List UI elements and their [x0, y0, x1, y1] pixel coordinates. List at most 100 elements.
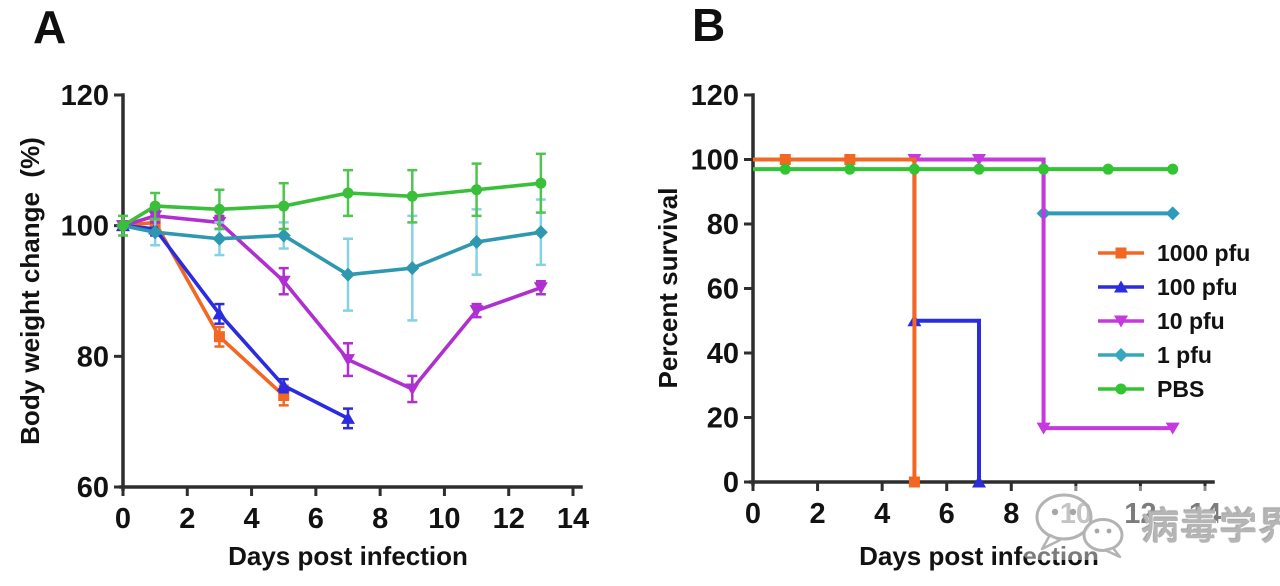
series-marker-10-pfu: [341, 354, 355, 367]
legend-marker: [1114, 348, 1128, 362]
legend-item-100-pfu: 100 pfu: [1096, 270, 1250, 304]
y-tick-label: 100: [691, 145, 739, 177]
x-tick-label: 10: [428, 503, 460, 535]
series-marker-10-pfu: [972, 154, 986, 166]
series-marker-100-pfu: [212, 307, 227, 320]
x-tick-label: 4: [244, 503, 260, 535]
x-tick-label: 2: [810, 498, 826, 530]
series-line-1000-pfu: [122, 220, 285, 397]
series-marker-pbs: [1038, 163, 1050, 175]
series-line-100-pfu: [753, 157, 981, 482]
y-tick-label: 80: [707, 209, 739, 241]
legend-marker-square-icon: [1098, 247, 1144, 259]
x-tick-label: 8: [372, 503, 388, 535]
y-tick-label: 100: [61, 211, 109, 243]
series-marker-1-pfu: [341, 267, 355, 282]
series-marker-pbs: [213, 203, 225, 215]
series-marker-1-pfu: [212, 231, 227, 246]
x-tick-label: 2: [179, 503, 195, 535]
series-marker-pbs: [973, 163, 985, 175]
y-tick-label: 120: [61, 80, 109, 112]
y-tick-label: 20: [707, 403, 739, 435]
series-marker-1000-pfu: [779, 154, 791, 165]
series-line-pbs: [122, 181, 542, 228]
legend-marker: [1115, 383, 1127, 395]
series-marker-1-pfu: [148, 225, 163, 240]
series-marker-pbs: [535, 177, 547, 189]
legend-item-pbs: PBS: [1096, 372, 1250, 406]
legend-marker-circle-icon: [1098, 383, 1144, 395]
y-tick-label: 0: [723, 467, 739, 499]
legend-label: 1000 pfu: [1157, 239, 1251, 266]
series-marker-1000-pfu: [278, 390, 290, 402]
panel-a-letter: A: [33, 1, 67, 53]
legend: 1000 pfu 100 pfu 10 pfu 1 pfu PBS: [1096, 236, 1250, 406]
x-tick-label: 0: [745, 498, 761, 530]
y-tick-label: 40: [707, 338, 739, 370]
x-tick-label: 12: [493, 503, 525, 535]
series-marker-1-pfu: [1165, 206, 1180, 221]
x-tick-label: 14: [557, 503, 589, 535]
x-tick-label: 6: [939, 498, 955, 530]
series-marker-1-pfu: [276, 228, 291, 243]
x-tick-label: 4: [874, 498, 890, 530]
x-tick-label: 8: [1003, 498, 1019, 530]
series-marker-10-pfu: [469, 305, 484, 318]
series-marker-pbs: [471, 184, 483, 196]
series-line-10-pfu: [122, 214, 542, 391]
watermark: 病毒学界: [1022, 486, 1280, 560]
series-marker-100-pfu: [972, 475, 986, 488]
series-marker-1-pfu: [469, 235, 484, 249]
legend-item-10-pfu: 10 pfu: [1096, 304, 1250, 338]
series-marker-pbs: [908, 163, 920, 175]
series-marker-pbs: [406, 190, 418, 202]
legend-label: PBS: [1157, 375, 1205, 402]
series-marker-10-pfu: [533, 282, 548, 295]
x-tick-label: 14: [1189, 498, 1221, 530]
legend-label: 1 pfu: [1157, 341, 1212, 368]
series-marker-pbs: [779, 163, 791, 175]
x-tick-label: 0: [115, 503, 131, 535]
chart-a-x-axis-title: Days post infection: [228, 541, 468, 571]
x-tick-label: 6: [308, 503, 324, 535]
series-marker-1-pfu: [405, 261, 420, 276]
series-marker-10-pfu: [276, 275, 291, 288]
series-marker-10-pfu: [1165, 422, 1180, 435]
y-tick-label: 60: [77, 472, 109, 504]
series-marker-100-pfu: [341, 411, 355, 424]
watermark-text: 病毒学界: [1142, 506, 1280, 547]
legend-label: 100 pfu: [1157, 273, 1238, 300]
legend-label: 10 pfu: [1157, 307, 1225, 334]
survival-chart: 02040608010012002468101214: [691, 80, 1222, 530]
legend-marker-triangle-down-icon: [1098, 315, 1144, 328]
series-marker-1-pfu: [533, 225, 548, 240]
legend-item-1000-pfu: 1000 pfu: [1096, 236, 1250, 270]
series-marker-1000-pfu: [844, 154, 856, 165]
x-tick-label: 12: [1124, 498, 1156, 530]
panel-b-letter: B: [692, 0, 726, 51]
series-marker-10-pfu: [1036, 422, 1051, 435]
chart-a-y-axis-title: Body weight change (%): [15, 137, 45, 445]
body-weight-chart: 60 80 100 120 0 2 4 6 8 10 12 14: [61, 80, 590, 535]
chart-b-y-axis-title: Percent survival: [653, 187, 683, 389]
series-marker-pbs: [149, 200, 161, 212]
series-marker-pbs: [1167, 163, 1179, 175]
wechat-logo-icon: [1035, 493, 1124, 558]
series-marker-10-pfu: [405, 383, 420, 396]
series-marker-pbs: [1102, 163, 1114, 175]
series-marker-1000-pfu: [908, 476, 920, 488]
legend-marker-diamond-icon: [1098, 348, 1144, 362]
series-line-1000-pfu: [753, 157, 917, 482]
series-marker-1000-pfu: [213, 331, 225, 343]
series-marker-pbs: [117, 220, 129, 232]
legend-marker: [1115, 247, 1127, 259]
legend-marker: [1114, 315, 1128, 328]
y-tick-label: 120: [691, 80, 739, 112]
y-tick-label: 60: [707, 274, 739, 306]
legend-item-1-pfu: 1 pfu: [1096, 338, 1250, 372]
series-marker-100-pfu: [276, 379, 291, 392]
series-marker-pbs: [342, 187, 354, 199]
y-tick-label: 80: [77, 341, 109, 373]
series-line-1-pfu: [122, 223, 542, 277]
